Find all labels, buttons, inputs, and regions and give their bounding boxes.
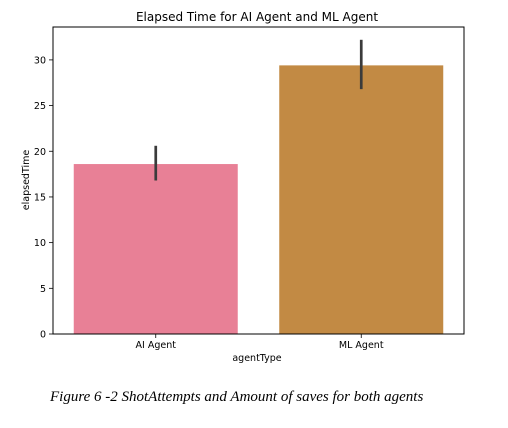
- chart: Elapsed Time for AI Agent and ML Agent 0…: [21, 10, 465, 364]
- y-axis: 0 5 10 15 20 25 30: [34, 55, 53, 341]
- figure-caption: Figure 6 -2 ShotAttempts and Amount of s…: [50, 389, 424, 405]
- x-tick-label: ML Agent: [339, 340, 384, 351]
- x-axis-label: agentType: [232, 353, 281, 364]
- x-axis: AI Agent ML Agent: [136, 334, 384, 351]
- y-tick-label: 10: [34, 238, 46, 249]
- y-axis-label: elapsedTime: [21, 150, 32, 211]
- errorbars-layer: [154, 39, 363, 181]
- bar-ml-agent: [279, 65, 444, 334]
- y-tick-label: 25: [34, 101, 46, 112]
- bars-layer: [73, 65, 444, 334]
- y-tick-label: 20: [34, 147, 46, 158]
- plot-area-frame: [52, 26, 465, 335]
- x-tick-label: AI Agent: [136, 340, 177, 351]
- y-tick-label: 30: [34, 55, 46, 66]
- y-tick-label: 5: [40, 284, 46, 295]
- y-tick-label: 15: [34, 192, 46, 203]
- bar-ai-agent: [73, 164, 238, 334]
- y-tick-label: 0: [40, 330, 46, 341]
- chart-title: Elapsed Time for AI Agent and ML Agent: [136, 10, 378, 24]
